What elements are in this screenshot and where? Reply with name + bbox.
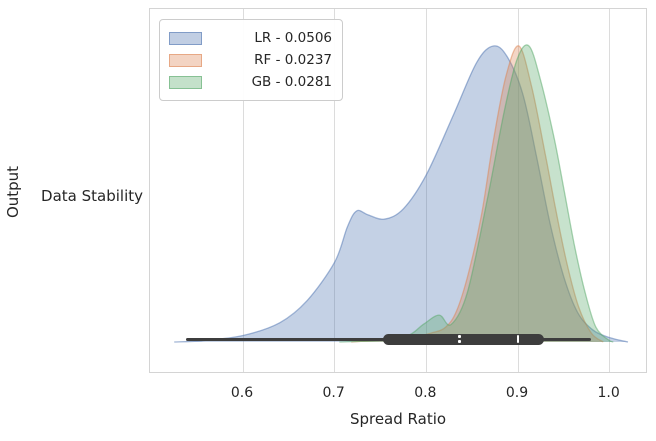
- legend-item-rf: RF - 0.0237: [169, 49, 332, 71]
- density-curves: [174, 44, 629, 343]
- kde-line-rf: [351, 45, 604, 343]
- legend-label-lr: LR - 0.0506: [254, 30, 332, 46]
- legend-swatch-lr: [169, 31, 202, 45]
- x-tick-label: 0.9: [505, 385, 529, 401]
- plot-area: LR - 0.0506 RF - 0.0237 GB - 0.0281: [149, 8, 647, 373]
- x-tick-label: 0.6: [230, 385, 254, 401]
- legend-label-gb: GB - 0.0281: [251, 74, 332, 90]
- y-tick-label: Data Stability: [41, 187, 143, 205]
- median-mark-dashed-bottom: [458, 340, 461, 343]
- legend-item-gb: GB - 0.0281: [169, 71, 332, 93]
- legend-swatch-gb: [169, 75, 202, 89]
- gridline: [334, 9, 336, 372]
- kde-line-lr: [174, 45, 629, 343]
- x-tick-label: 0.7: [322, 385, 345, 401]
- y-axis-label: Output: [4, 165, 22, 219]
- gridline: [425, 9, 427, 372]
- x-tick-label: 0.8: [414, 385, 437, 401]
- legend-swatch-rf: [169, 53, 202, 67]
- gridline: [242, 9, 244, 372]
- kde-line-gb: [339, 44, 614, 343]
- legend-label-rf: RF - 0.0237: [254, 52, 332, 68]
- median-mark-dashed-top: [458, 335, 461, 338]
- kde-fill-rf: [351, 45, 604, 343]
- legend: LR - 0.0506 RF - 0.0237 GB - 0.0281: [159, 19, 343, 101]
- iqr-box: [383, 333, 544, 345]
- gridline: [609, 9, 611, 372]
- x-tick-label: 1.0: [597, 385, 620, 401]
- x-axis-label: Spread Ratio: [349, 410, 447, 428]
- gridline: [517, 9, 519, 372]
- median-mark-solid: [516, 335, 520, 343]
- kde-fill-gb: [339, 44, 614, 342]
- kde-fill-lr: [174, 45, 628, 343]
- legend-item-lr: LR - 0.0506: [169, 27, 332, 49]
